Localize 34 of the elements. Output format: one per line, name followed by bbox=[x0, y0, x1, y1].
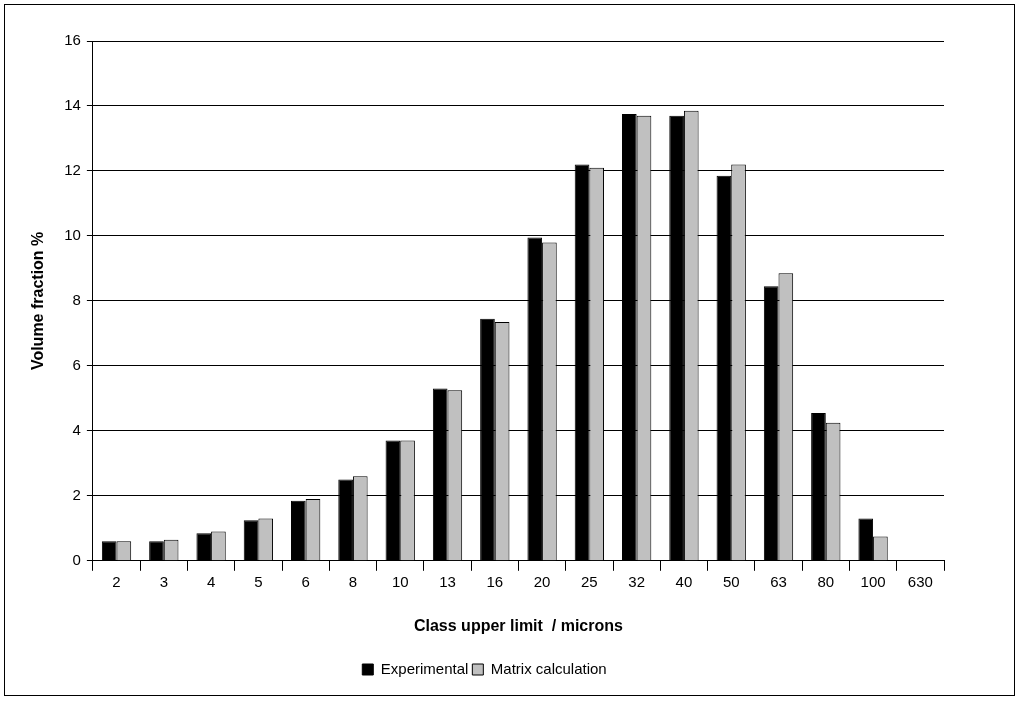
x-tick-label: 6 bbox=[301, 572, 310, 590]
y-tick-label: 4 bbox=[72, 420, 81, 438]
y-tick-label: 14 bbox=[64, 96, 81, 114]
bar bbox=[196, 533, 212, 561]
x-tick-label: 100 bbox=[860, 572, 886, 590]
x-tick-label: 2 bbox=[112, 572, 121, 590]
x-tick-label: 10 bbox=[391, 572, 409, 590]
x-tick-label: 63 bbox=[770, 572, 787, 590]
x-tick-label: 50 bbox=[722, 572, 740, 590]
x-tick-label: 8 bbox=[348, 572, 358, 590]
x-tick-label: 32 bbox=[628, 572, 645, 590]
x-tick-label: 25 bbox=[581, 572, 598, 590]
x-tick-label: 4 bbox=[206, 572, 216, 590]
x-tick-label: 3 bbox=[159, 572, 168, 590]
bar bbox=[858, 518, 874, 561]
x-tick-label: 20 bbox=[533, 572, 551, 590]
legend-label: Experimental bbox=[380, 659, 469, 677]
x-tick-label: 16 bbox=[486, 572, 504, 590]
x-tick-label: 80 bbox=[817, 572, 835, 590]
y-tick-label: 10 bbox=[64, 226, 81, 244]
x-tick-label: 5 bbox=[254, 572, 263, 590]
y-tick-label: 16 bbox=[64, 31, 81, 49]
bar bbox=[243, 520, 259, 561]
y-axis-title: Volume fraction % bbox=[29, 231, 47, 371]
y-tick-label: 0 bbox=[72, 550, 81, 568]
legend-label: Matrix calculation bbox=[490, 659, 607, 677]
x-tick-label: 40 bbox=[675, 572, 693, 590]
y-tick-label: 12 bbox=[64, 161, 81, 179]
x-tick-label: 13 bbox=[439, 572, 456, 590]
x-tick-label: 630 bbox=[907, 572, 933, 590]
y-tick-label: 6 bbox=[72, 356, 81, 374]
x-axis-title: Class upper limit / microns bbox=[413, 616, 624, 634]
y-tick-label: 2 bbox=[72, 485, 81, 503]
y-tick-label: 8 bbox=[72, 291, 81, 309]
